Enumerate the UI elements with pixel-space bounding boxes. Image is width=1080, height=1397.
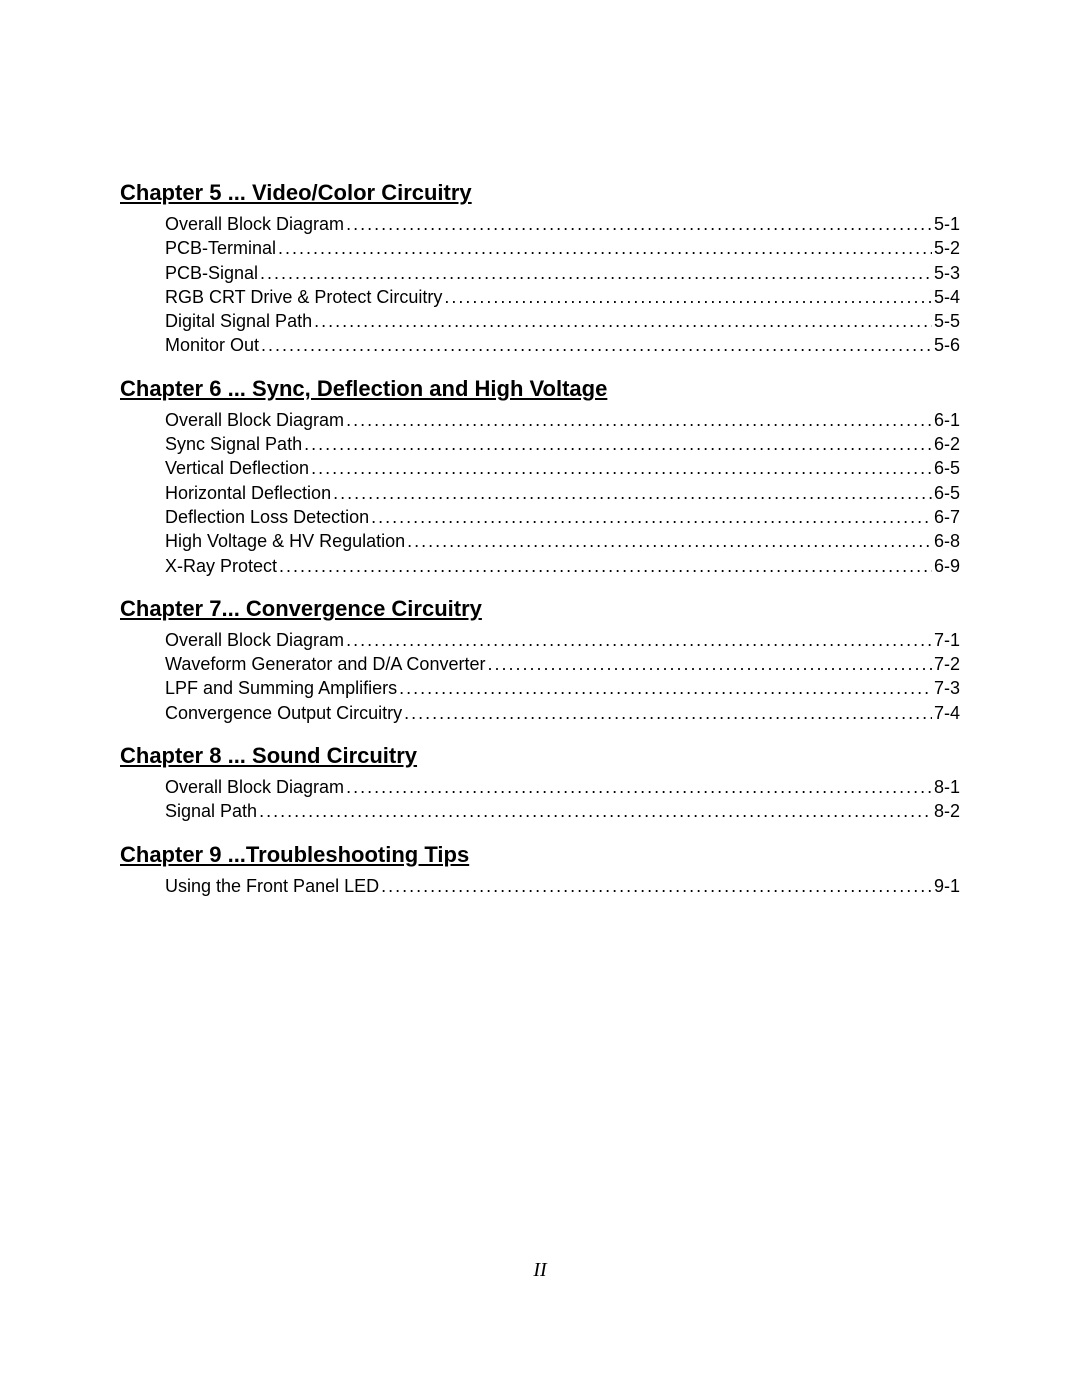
toc-page: 8-1 (932, 775, 960, 799)
toc-page: 8-2 (932, 799, 960, 823)
toc-entry: Overall Block Diagram 8-1 (165, 775, 960, 799)
chapter-block: Chapter 6 ... Sync, Deflection and High … (120, 376, 960, 578)
toc-leader (302, 432, 932, 456)
toc-leader (402, 701, 932, 725)
toc-page: 7-2 (932, 652, 960, 676)
toc-label: Vertical Deflection (165, 456, 309, 480)
toc-entry: PCB-Signal 5-3 (165, 261, 960, 285)
toc-leader (369, 505, 932, 529)
toc-entry: Monitor Out 5-6 (165, 333, 960, 357)
toc-entry: Overall Block Diagram 6-1 (165, 408, 960, 432)
chapter-heading: Chapter 8 ... Sound Circuitry (120, 743, 960, 769)
toc-leader (397, 676, 932, 700)
toc-label: Waveform Generator and D/A Converter (165, 652, 485, 676)
toc-entry: Deflection Loss Detection 6-7 (165, 505, 960, 529)
toc-entry: Horizontal Deflection 6-5 (165, 481, 960, 505)
toc-label: Deflection Loss Detection (165, 505, 369, 529)
toc-entry: Convergence Output Circuitry 7-4 (165, 701, 960, 725)
chapter-block: Chapter 7... Convergence Circuitry Overa… (120, 596, 960, 725)
toc-page: 6-9 (932, 554, 960, 578)
toc-page: 6-2 (932, 432, 960, 456)
toc-leader (485, 652, 932, 676)
toc-entry: Signal Path 8-2 (165, 799, 960, 823)
chapter-heading: Chapter 5 ... Video/Color Circuitry (120, 180, 960, 206)
toc-page: 6-8 (932, 529, 960, 553)
toc-leader (258, 261, 932, 285)
chapter-block: Chapter 9 ...Troubleshooting Tips Using … (120, 842, 960, 898)
toc-page: 7-4 (932, 701, 960, 725)
toc-leader (259, 333, 932, 357)
toc-leader (309, 456, 932, 480)
toc-label: Overall Block Diagram (165, 212, 344, 236)
page-number: II (0, 1259, 1080, 1282)
chapter-heading: Chapter 9 ...Troubleshooting Tips (120, 842, 960, 868)
chapter-block: Chapter 8 ... Sound Circuitry Overall Bl… (120, 743, 960, 824)
toc-page: 5-3 (932, 261, 960, 285)
toc-leader (344, 628, 932, 652)
toc-entry: Using the Front Panel LED 9-1 (165, 874, 960, 898)
toc-page: 6-5 (932, 456, 960, 480)
toc-label: High Voltage & HV Regulation (165, 529, 405, 553)
toc-label: Digital Signal Path (165, 309, 312, 333)
toc-label: PCB-Terminal (165, 236, 276, 260)
toc-leader (276, 236, 932, 260)
toc-leader (442, 285, 932, 309)
toc-entry: Digital Signal Path 5-5 (165, 309, 960, 333)
toc-leader (344, 212, 932, 236)
toc-label: PCB-Signal (165, 261, 258, 285)
toc-leader (344, 775, 932, 799)
toc-page: 5-4 (932, 285, 960, 309)
toc-label: Using the Front Panel LED (165, 874, 379, 898)
toc-label: Overall Block Diagram (165, 628, 344, 652)
toc-entry: RGB CRT Drive & Protect Circuitry 5-4 (165, 285, 960, 309)
toc-label: Horizontal Deflection (165, 481, 331, 505)
toc-leader (331, 481, 932, 505)
toc-page: 5-2 (932, 236, 960, 260)
toc-label: LPF and Summing Amplifiers (165, 676, 397, 700)
toc-leader (405, 529, 932, 553)
toc-page: 5-1 (932, 212, 960, 236)
toc-page: 5-6 (932, 333, 960, 357)
toc-label: X-Ray Protect (165, 554, 277, 578)
toc-leader (257, 799, 932, 823)
toc-entry: Sync Signal Path 6-2 (165, 432, 960, 456)
toc-entry: Overall Block Diagram 7-1 (165, 628, 960, 652)
toc-page: 7-1 (932, 628, 960, 652)
toc-page: 5-5 (932, 309, 960, 333)
toc-entry: LPF and Summing Amplifiers 7-3 (165, 676, 960, 700)
page-content: Chapter 5 ... Video/Color Circuitry Over… (0, 0, 1080, 898)
toc-page: 6-1 (932, 408, 960, 432)
toc-entry: X-Ray Protect 6-9 (165, 554, 960, 578)
toc-label: Overall Block Diagram (165, 408, 344, 432)
chapter-block: Chapter 5 ... Video/Color Circuitry Over… (120, 180, 960, 358)
toc-entry: Vertical Deflection 6-5 (165, 456, 960, 480)
toc-leader (277, 554, 932, 578)
toc-page: 6-7 (932, 505, 960, 529)
toc-entry: Waveform Generator and D/A Converter 7-2 (165, 652, 960, 676)
chapter-heading: Chapter 7... Convergence Circuitry (120, 596, 960, 622)
toc-page: 6-5 (932, 481, 960, 505)
toc-entry: Overall Block Diagram 5-1 (165, 212, 960, 236)
toc-label: Signal Path (165, 799, 257, 823)
toc-page: 7-3 (932, 676, 960, 700)
toc-label: Convergence Output Circuitry (165, 701, 402, 725)
toc-leader (344, 408, 932, 432)
toc-entry: High Voltage & HV Regulation 6-8 (165, 529, 960, 553)
toc-label: Sync Signal Path (165, 432, 302, 456)
toc-entry: PCB-Terminal 5-2 (165, 236, 960, 260)
toc-leader (379, 874, 932, 898)
toc-page: 9-1 (932, 874, 960, 898)
toc-label: Monitor Out (165, 333, 259, 357)
toc-label: RGB CRT Drive & Protect Circuitry (165, 285, 442, 309)
toc-label: Overall Block Diagram (165, 775, 344, 799)
toc-leader (312, 309, 932, 333)
chapter-heading: Chapter 6 ... Sync, Deflection and High … (120, 376, 960, 402)
